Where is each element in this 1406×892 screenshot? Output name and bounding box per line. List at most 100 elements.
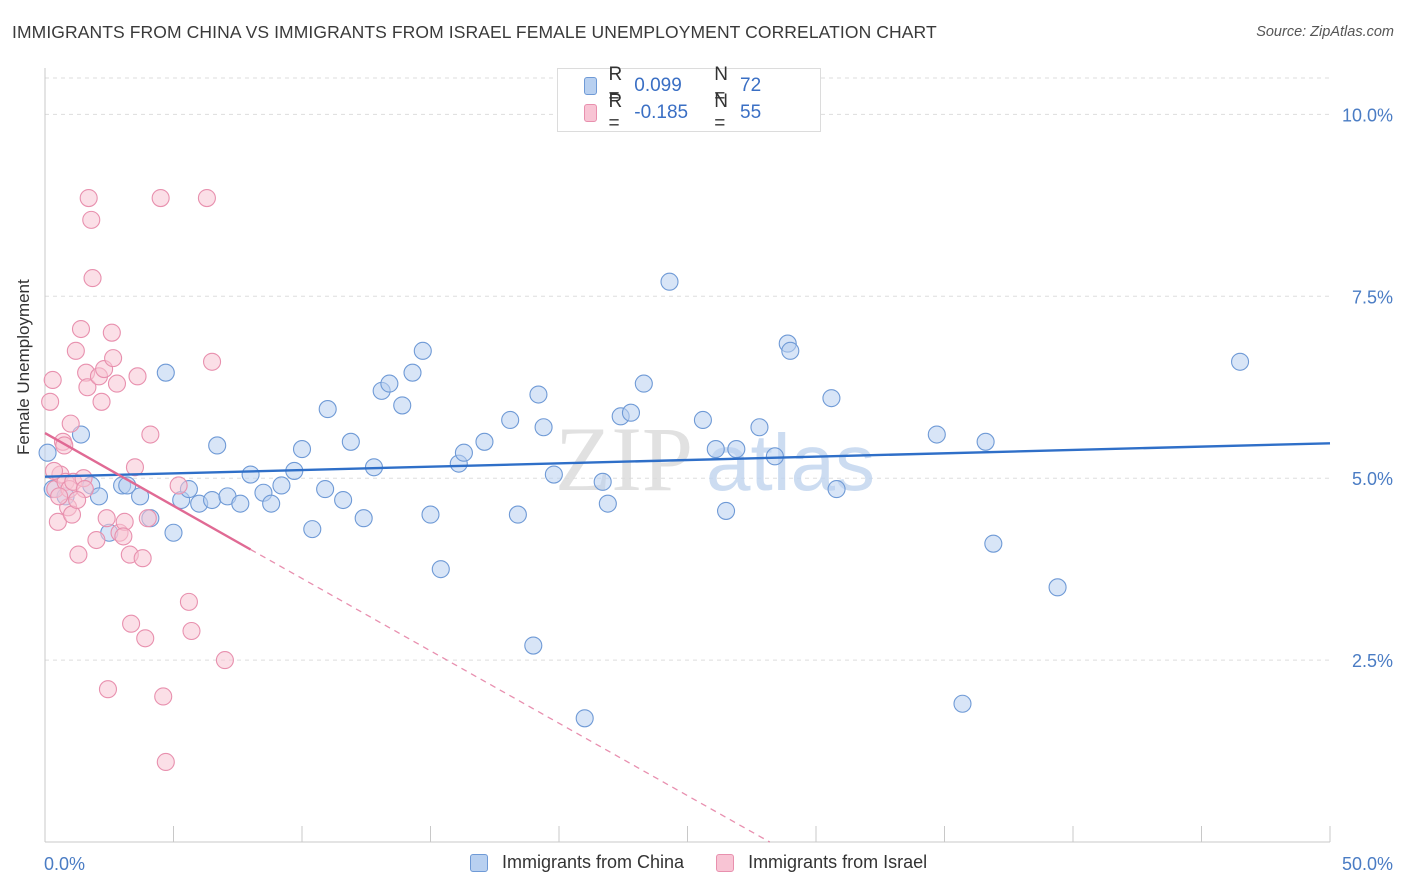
trend-line-china [44, 442, 1331, 478]
china-point [827, 480, 846, 499]
china-point [765, 447, 784, 466]
china-point [454, 443, 473, 462]
israel-point [179, 592, 198, 611]
legend-n-label: N = [714, 64, 728, 107]
data-points [38, 189, 1250, 772]
israel-point [68, 490, 87, 510]
china-point [634, 374, 653, 393]
china-point [262, 494, 281, 513]
china-point [89, 487, 109, 506]
israel-point [133, 549, 152, 568]
china-point [1048, 578, 1067, 597]
china-point [822, 389, 841, 408]
israel-point [78, 378, 97, 397]
legend-r-value-china: 0.099 [634, 75, 682, 96]
israel-point [151, 189, 170, 208]
israel-point [61, 414, 80, 433]
israel-point [43, 370, 62, 390]
china-point [524, 636, 543, 655]
china-point [203, 490, 222, 510]
israel-point [44, 461, 64, 480]
x-tick-label-min: 0.0% [44, 854, 85, 874]
y-tick-label: 10.0% [1342, 105, 1393, 125]
israel-point [154, 687, 173, 706]
series-swatch-china [470, 853, 488, 872]
tick-labels: 2.5% 5.0% 7.5% 10.0% 0.0% 50.0% [44, 105, 1393, 874]
israel-point [125, 458, 144, 477]
israel-point [182, 621, 201, 641]
y-tick-label: 5.0% [1352, 469, 1393, 489]
china-point [272, 476, 291, 495]
china-point [501, 410, 520, 430]
china-point [529, 385, 548, 404]
china-point [660, 272, 679, 291]
legend-n-value-israel: 55 [740, 102, 762, 123]
watermark-zip: ZIP [555, 408, 693, 510]
series-legend-china[interactable]: Immigrants from China [470, 852, 684, 873]
israel-point [107, 374, 127, 393]
legend-n-value-china: 72 [740, 75, 762, 96]
series-label-israel: Immigrants from Israel [748, 852, 928, 872]
israel-point [104, 349, 123, 368]
x-tick-label-max: 50.0% [1342, 854, 1393, 874]
israel-point [102, 323, 121, 342]
china-point [593, 472, 612, 491]
china-point [292, 440, 312, 459]
china-point [38, 443, 57, 462]
watermark-atlas: atlas [706, 418, 875, 507]
israel-point [41, 392, 60, 411]
china-point [1231, 352, 1250, 371]
china-point [544, 465, 563, 484]
china-point [534, 418, 553, 437]
israel-point [50, 487, 69, 506]
china-point [750, 418, 769, 437]
israel-point [156, 752, 175, 772]
china-point [706, 440, 725, 459]
china-point [781, 341, 800, 360]
israel-point [114, 527, 133, 546]
china-point [508, 505, 527, 524]
israel-point [87, 530, 106, 550]
y-tick-label: 7.5% [1352, 287, 1393, 307]
correlation-legend: R = 0.099 N = 72 R = -0.185 N = 55 [557, 64, 821, 134]
china-point [413, 341, 432, 360]
china-point [976, 432, 995, 451]
israel-point [69, 545, 88, 564]
trend-line-israel [44, 432, 252, 551]
series-legend-israel[interactable]: Immigrants from Israel [716, 852, 927, 873]
israel-point [98, 680, 118, 699]
china-point [334, 490, 353, 510]
israel-point [215, 651, 234, 670]
china-point [927, 425, 946, 444]
gridlines [45, 77, 1330, 661]
legend-swatch-china [584, 77, 597, 95]
legend-row-china: R = 0.099 N = 72 [584, 64, 820, 107]
israel-point [138, 509, 157, 528]
china-point [208, 436, 227, 455]
china-point [231, 494, 250, 513]
y-tick-label: 2.5% [1352, 651, 1393, 671]
israel-point [66, 341, 85, 360]
israel-point [97, 509, 116, 528]
legend-n-label: N = [714, 91, 728, 134]
series-legend: Immigrants from China Immigrants from Is… [470, 852, 959, 873]
china-point [431, 560, 450, 579]
china-point [316, 480, 335, 499]
china-point [156, 363, 175, 382]
china-point [598, 494, 617, 513]
israel-point [79, 189, 98, 208]
legend-r-label: R = [608, 91, 623, 134]
israel-point [122, 614, 141, 633]
israel-point [83, 269, 102, 288]
china-point [403, 363, 422, 382]
trend-lines [44, 432, 1331, 843]
israel-point [71, 319, 91, 339]
series-swatch-israel [716, 853, 735, 872]
china-point [303, 520, 322, 539]
israel-point [141, 425, 160, 444]
china-point [241, 465, 260, 484]
china-point [341, 432, 360, 451]
legend-row-israel: R = -0.185 N = 55 [584, 91, 820, 134]
israel-point [136, 629, 155, 648]
china-point [380, 374, 399, 393]
